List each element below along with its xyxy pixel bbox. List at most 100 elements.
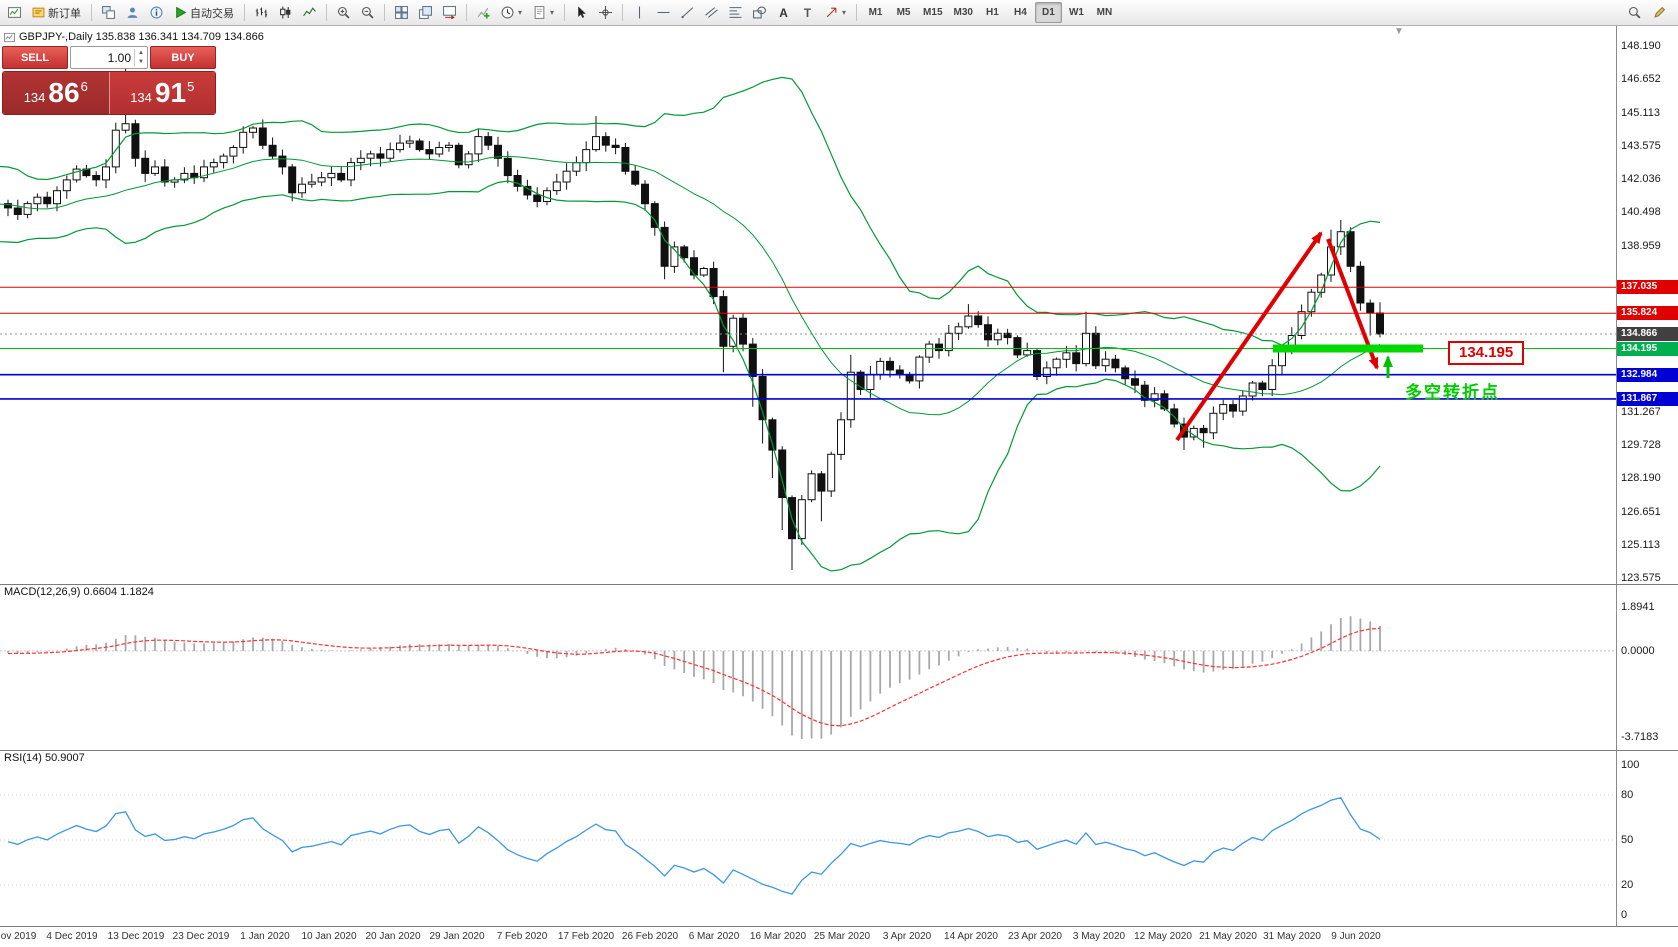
price-badge: 132.984 <box>1617 368 1678 382</box>
spinner-up-icon[interactable]: ▲ <box>138 49 144 56</box>
tf-w1-button-label: W1 <box>1068 7 1084 18</box>
trend-annotations[interactable] <box>1175 231 1423 442</box>
buy-price-display[interactable]: 134 91 5 <box>108 72 215 114</box>
date-label: 7 Feb 2020 <box>496 931 548 942</box>
bar-chart-icon <box>255 6 268 19</box>
rsi-canvas[interactable] <box>0 751 1616 926</box>
shapes-button[interactable] <box>748 2 771 23</box>
macd-panel[interactable]: MACD(12,26,9) 0.6604 1.1824 <box>0 585 1616 750</box>
horizontal-line-icon <box>657 6 670 19</box>
candlestick-chart-button[interactable] <box>274 2 297 23</box>
price-tick: 131.267 <box>1621 406 1661 418</box>
chart-shift-marker-icon[interactable]: ▼ <box>1394 26 1404 37</box>
templates-button[interactable]: ▾ <box>528 2 559 23</box>
crosshair-button[interactable] <box>594 2 617 23</box>
candlestick-chart-icon <box>279 6 292 19</box>
tf-m15-button[interactable]: M15 <box>918 2 947 23</box>
buy-button[interactable]: BUY <box>150 46 216 69</box>
date-label: 23 Dec 2019 <box>172 931 230 942</box>
candlestick-series[interactable] <box>4 51 1384 570</box>
text-label-button[interactable]: T <box>796 2 819 23</box>
macd-scale-label: 0.0000 <box>1621 645 1655 657</box>
toolbar-separator <box>856 4 858 21</box>
indicators-button[interactable] <box>472 2 495 23</box>
vertical-line-button[interactable] <box>628 2 651 23</box>
price-tick: 126.651 <box>1621 506 1661 518</box>
sell-button[interactable]: SELL <box>2 46 68 69</box>
quick-edit-icon <box>1653 6 1666 19</box>
bollinger-bands[interactable] <box>0 76 1381 572</box>
tf-mn-button[interactable]: MN <box>1091 2 1118 23</box>
buy-price-pips: 91 <box>154 77 187 108</box>
rsi-scale[interactable]: 100 80 50 20 0 <box>1616 751 1678 926</box>
date-label: 12 May 2020 <box>1134 931 1192 942</box>
bar-chart-button[interactable] <box>250 2 273 23</box>
date-label: 9 Jun 2020 <box>1331 931 1381 942</box>
symbol-ohlc-text: GBPJPY-,Daily 135.838 136.341 134.709 13… <box>19 31 264 43</box>
tile-windows-button[interactable] <box>390 2 413 23</box>
date-label: 4 Dec 2019 <box>46 931 98 942</box>
sell-price-base: 134 <box>23 89 46 105</box>
rsi-panel[interactable]: RSI(14) 50.9007 <box>0 751 1616 926</box>
tf-m30-button[interactable]: M30 <box>949 2 978 23</box>
rsi-header: RSI(14) 50.9007 <box>4 752 85 764</box>
price-callout-label[interactable]: 134.195 <box>1448 341 1525 365</box>
toolbar-separator <box>384 4 385 21</box>
toolbar-separator <box>91 4 92 21</box>
new-order-icon <box>32 6 45 19</box>
annotation-note-text[interactable]: 多空转折点 <box>1405 383 1500 402</box>
data-window-button[interactable] <box>145 2 168 23</box>
macd-canvas[interactable] <box>0 585 1616 750</box>
price-scale[interactable]: 148.190 146.652 145.113 143.575 142.036 140.4… <box>1616 26 1678 584</box>
fibonacci-button[interactable] <box>724 2 747 23</box>
tf-h1-button[interactable]: H1 <box>979 2 1006 23</box>
volume-value[interactable]: 1.00 <box>107 50 131 65</box>
tf-d1-button[interactable]: D1 <box>1034 2 1062 23</box>
new-order-button[interactable]: 新订单 <box>27 2 86 23</box>
tf-m1-button[interactable]: M1 <box>862 2 889 23</box>
horizontal-line-button[interactable] <box>652 2 675 23</box>
main-chart[interactable]: GBPJPY-,Daily 135.838 136.341 134.709 13… <box>0 26 1616 584</box>
periods-button[interactable]: ▾ <box>496 2 527 23</box>
new-chart-button[interactable] <box>3 2 26 23</box>
tf-h4-button[interactable]: H4 <box>1007 2 1034 23</box>
volume-field[interactable]: 1.00 ▲ ▼ <box>70 46 148 69</box>
price-tick: 128.190 <box>1621 472 1661 484</box>
quick-edit-button[interactable] <box>1648 2 1671 23</box>
spinner-down-icon[interactable]: ▼ <box>138 58 144 65</box>
rsi-scale-label: 50 <box>1621 834 1634 846</box>
text-button[interactable]: A <box>772 2 795 23</box>
channel-button[interactable] <box>700 2 723 23</box>
horizontal-level-lines[interactable] <box>0 286 1616 400</box>
crosshair-icon <box>599 6 613 19</box>
data-window-icon <box>150 6 163 19</box>
tf-w1-button[interactable]: W1 <box>1063 2 1090 23</box>
toolbar-right-buttons <box>1623 2 1675 23</box>
profiles-button[interactable] <box>97 2 120 23</box>
autotrading-button[interactable]: 自动交易 <box>169 2 239 23</box>
market-watch-button[interactable] <box>121 2 144 23</box>
time-scale[interactable]: 25 Nov 2019 4 Dec 2019 13 Dec 2019 23 Dec 2… <box>0 926 1678 947</box>
zoom-out-button[interactable] <box>356 2 379 23</box>
search-button[interactable] <box>1623 2 1646 23</box>
line-chart-button[interactable] <box>298 2 321 23</box>
zoom-in-button[interactable] <box>332 2 355 23</box>
cascade-windows-button[interactable] <box>414 2 437 23</box>
arrows-icon <box>825 6 838 19</box>
tf-m5-button[interactable]: M5 <box>890 2 917 23</box>
volume-spinner[interactable]: ▲ ▼ <box>134 48 147 67</box>
sell-price-display[interactable]: 134 86 6 <box>3 72 109 114</box>
trendline-button[interactable] <box>676 2 699 23</box>
date-label: 1 Jan 2020 <box>240 931 290 942</box>
tf-m30-button-label: M30 <box>953 7 973 18</box>
auto-scroll-button[interactable] <box>438 2 461 23</box>
arrows-button[interactable]: ▾ <box>820 2 851 23</box>
rsi-scale-label: 80 <box>1621 789 1634 801</box>
zoom-out-icon <box>361 6 374 19</box>
price-tick: 145.113 <box>1621 107 1660 119</box>
macd-scale[interactable]: 1.8941 0.0000 -3.7183 <box>1616 585 1678 750</box>
price-badge: 135.824 <box>1617 306 1678 320</box>
date-label: 21 May 2020 <box>1199 931 1257 942</box>
cursor-button[interactable] <box>570 2 593 23</box>
candlestick-chart-canvas[interactable] <box>0 26 1616 584</box>
